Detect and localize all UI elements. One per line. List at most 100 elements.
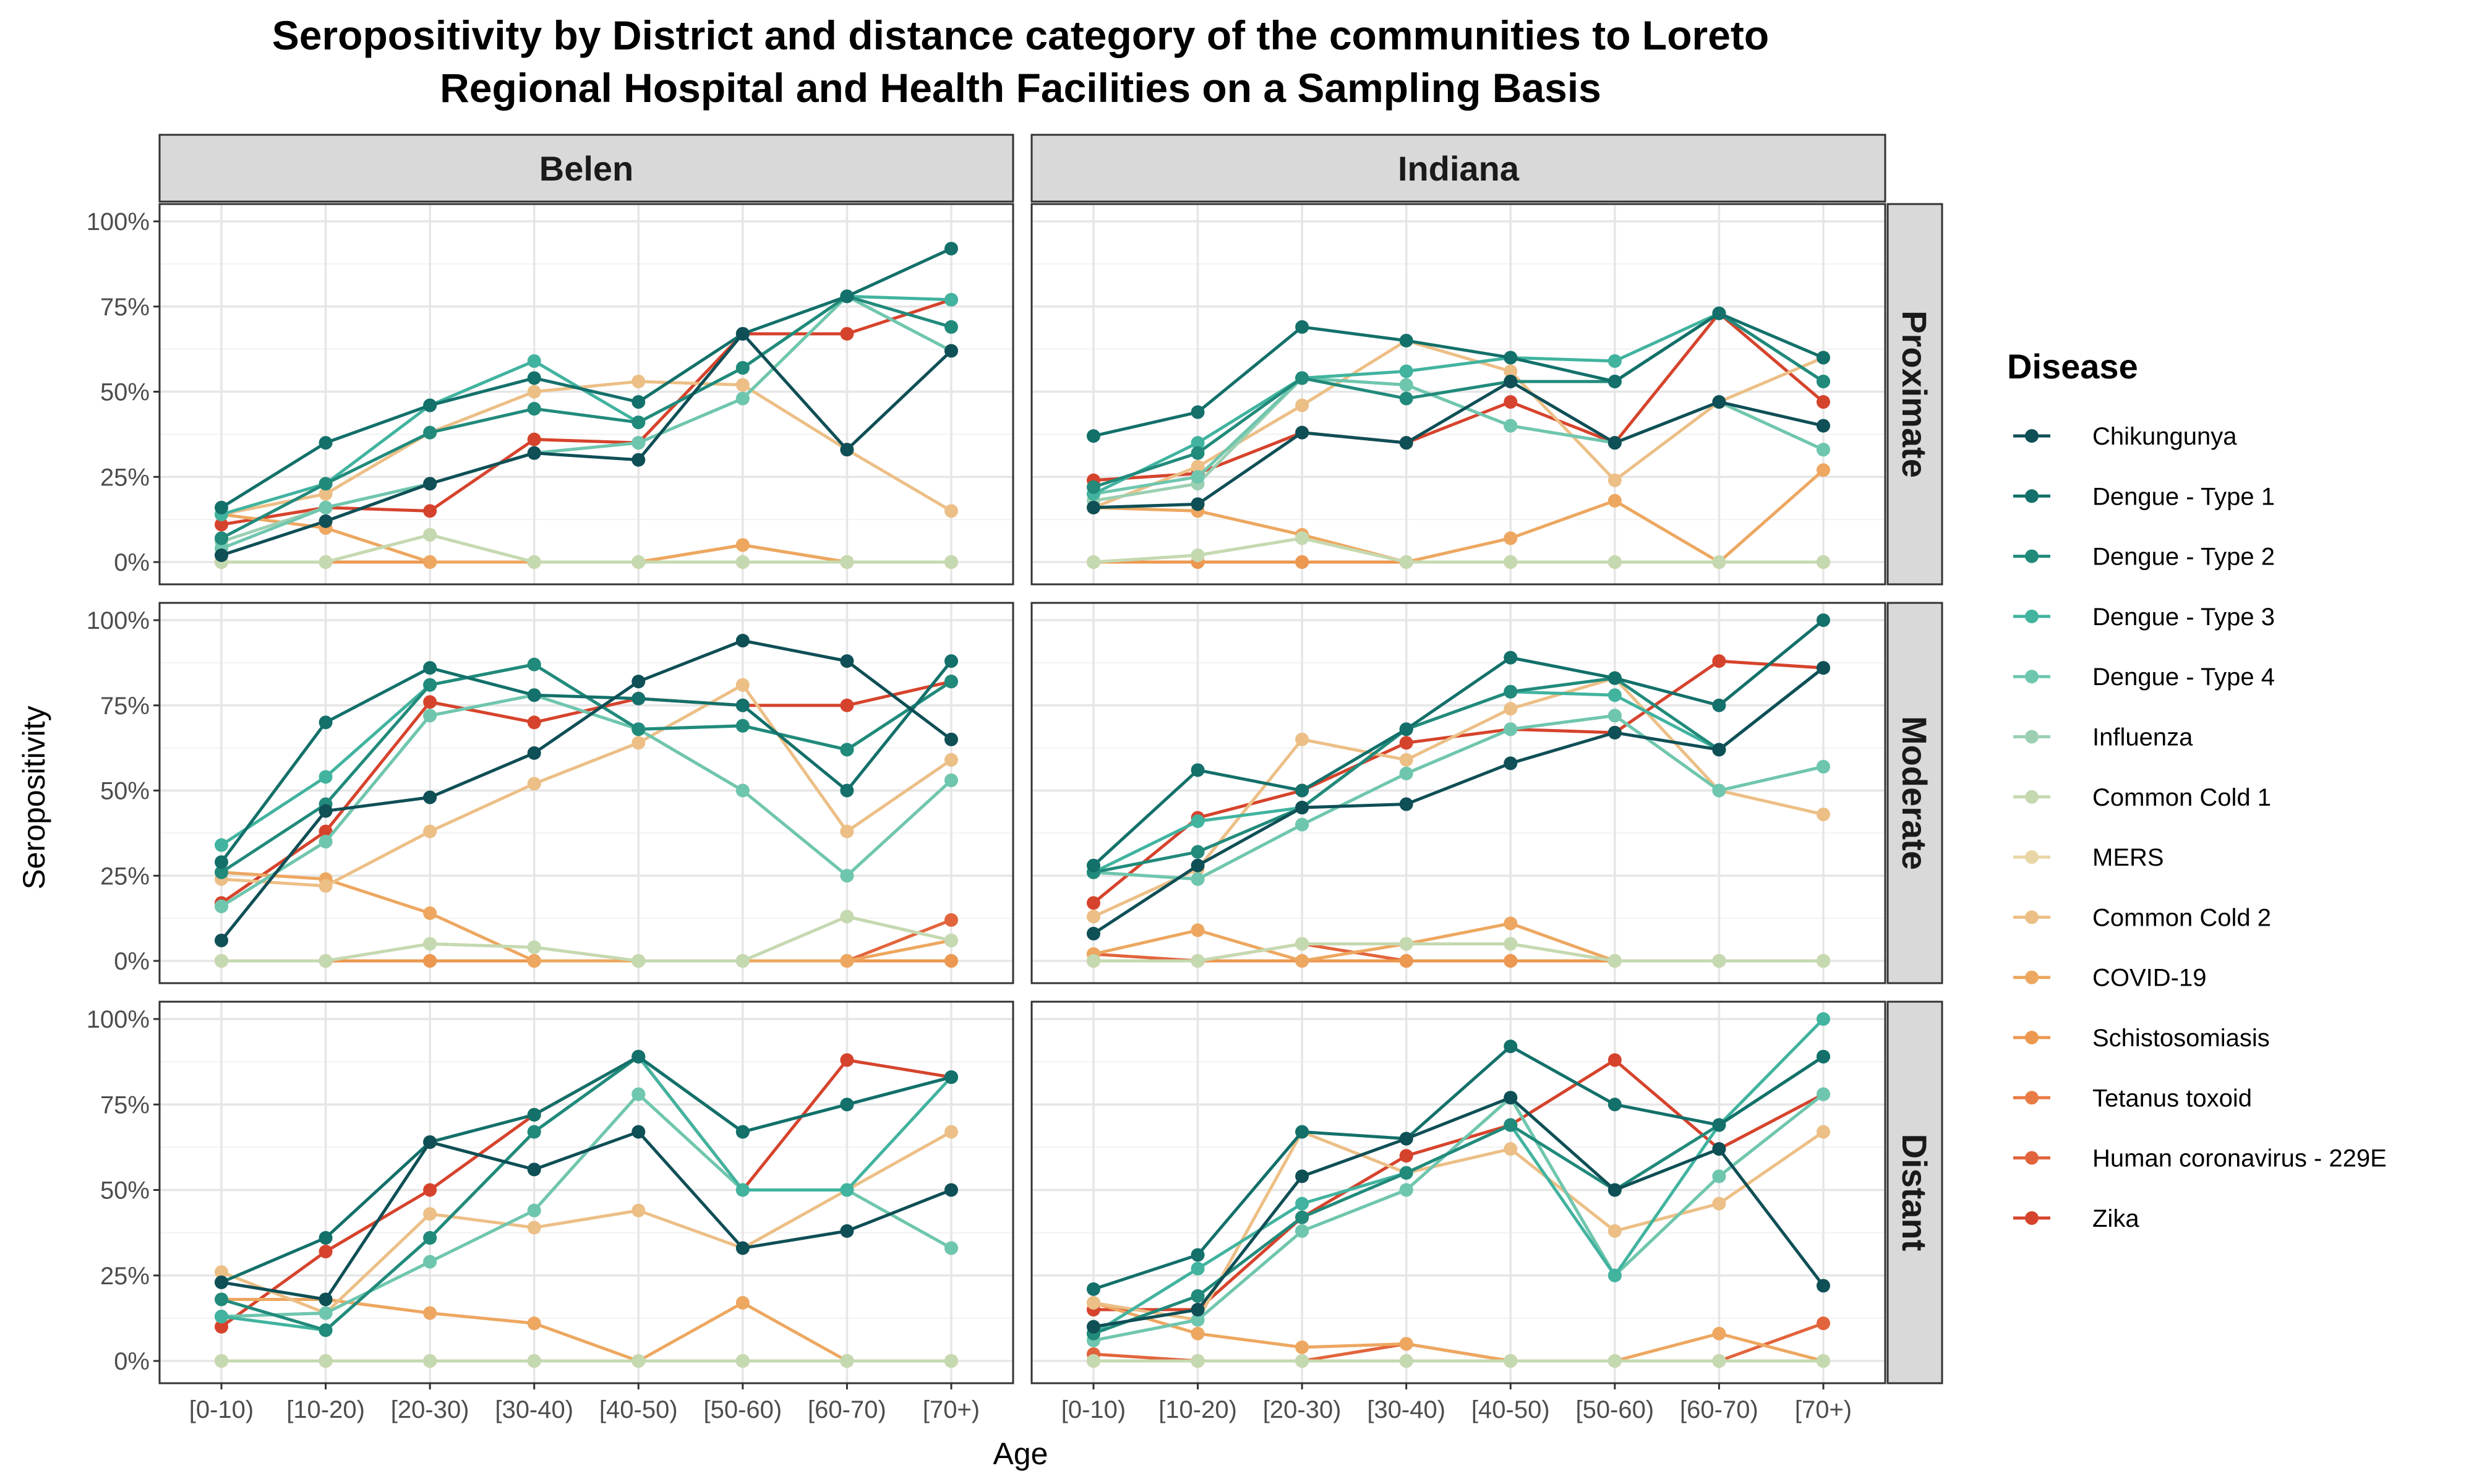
- data-point-chikungunya: [1295, 1169, 1309, 1183]
- data-point-zika: [1399, 736, 1413, 750]
- data-point-zika: [840, 698, 854, 712]
- data-point-dengue-type-2: [1399, 391, 1413, 406]
- series-line-common-cold-2: [221, 1130, 952, 1315]
- data-point-chikungunya: [944, 732, 958, 746]
- data-point-common-cold-2: [1607, 473, 1622, 487]
- data-point-common-cold-2: [527, 385, 541, 399]
- data-point-covid-19: [1399, 1337, 1413, 1351]
- data-point-dengue-type-3: [1191, 814, 1205, 829]
- strip-label-belen: Belen: [539, 149, 634, 188]
- legend-label: Tetanus toxoid: [2092, 1085, 2252, 1112]
- data-point-dengue-type-2: [735, 360, 750, 375]
- legend-label: Common Cold 2: [2092, 904, 2271, 931]
- data-point-dengue-type-3: [215, 838, 228, 852]
- data-point-common-cold-1: [1191, 548, 1205, 562]
- data-point-common-cold-1: [423, 527, 437, 542]
- data-point-common-cold-2: [1607, 1224, 1622, 1238]
- data-point-zika: [527, 715, 541, 730]
- series-line-common-cold-1: [1094, 942, 1823, 963]
- data-point-common-cold-1: [840, 910, 854, 924]
- data-point-common-cold-1: [1504, 555, 1518, 569]
- data-point-chikungunya: [1607, 1183, 1622, 1197]
- data-point-dengue-type-1: [840, 783, 854, 798]
- series-line-covid-19: [1093, 469, 1825, 564]
- data-point-dengue-type-2: [1191, 446, 1205, 460]
- legend-label: Dengue - Type 1: [2092, 483, 2275, 510]
- data-point-chikungunya: [1817, 661, 1830, 675]
- data-point-chikungunya: [1504, 1091, 1518, 1105]
- data-point-chikungunya: [423, 477, 437, 491]
- data-point-zika: [1399, 1149, 1413, 1163]
- data-point-dengue-type-2: [527, 1125, 541, 1139]
- data-point-dengue-type-1: [1191, 1248, 1205, 1262]
- data-point-schistosomiasis: [1504, 954, 1518, 968]
- x-tick-label: [40-50): [1471, 1396, 1550, 1423]
- series-line-common-cold-1: [221, 533, 951, 564]
- data-point-common-cold-1: [1504, 1354, 1518, 1368]
- panel-belen-proximate: 0% 25% 50% 75% 100%: [87, 203, 1014, 586]
- data-point-covid-19: [1191, 1326, 1205, 1341]
- data-point-chikungunya: [840, 1224, 854, 1238]
- data-point-zika: [1607, 1053, 1622, 1067]
- data-point-dengue-type-1: [1295, 320, 1309, 334]
- data-point-dengue-type-2: [1504, 684, 1518, 699]
- data-point-dengue-type-3: [1817, 1012, 1830, 1026]
- series-line-dengue-type-1: [221, 1055, 952, 1284]
- data-point-dengue-type-2: [423, 425, 437, 440]
- data-point-chikungunya: [631, 453, 646, 467]
- data-point-dengue-type-1: [215, 855, 228, 869]
- data-point-zika: [1504, 395, 1518, 409]
- y-tick-label: 100%: [87, 1006, 150, 1033]
- data-point-chikungunya: [1399, 1132, 1413, 1146]
- y-tick-label: 50%: [100, 778, 150, 805]
- data-point-covid-19: [735, 538, 750, 552]
- data-point-chikungunya: [1399, 797, 1413, 811]
- data-point-dengue-type-4: [319, 835, 333, 849]
- data-point-common-cold-1: [1191, 1354, 1205, 1368]
- series-line-dengue-type-1: [1093, 312, 1824, 438]
- data-point-chikungunya: [319, 804, 333, 818]
- data-point-dengue-type-1: [631, 691, 646, 706]
- data-point-chikungunya: [527, 1162, 541, 1177]
- series-line-covid-19: [221, 871, 952, 963]
- series-line-common-cold-1: [1093, 536, 1823, 564]
- data-point-common-cold-2: [1504, 1142, 1518, 1156]
- data-point-dengue-type-2: [319, 477, 333, 491]
- data-point-dengue-type-2: [1191, 845, 1205, 859]
- data-point-schistosomiasis: [1399, 954, 1413, 968]
- data-point-zika: [527, 432, 541, 446]
- data-point-chikungunya: [1399, 436, 1413, 450]
- data-point-dengue-type-2: [944, 675, 958, 689]
- data-point-dengue-type-2: [840, 743, 854, 757]
- data-point-dengue-type-1: [1087, 858, 1100, 872]
- y-tick-label: 100%: [87, 208, 150, 236]
- data-point-common-cold-1: [1817, 1354, 1830, 1368]
- data-point-common-cold-2: [1817, 808, 1830, 822]
- y-axis-title: Seropositivity: [17, 706, 51, 889]
- x-tick-label: [60-70): [1680, 1396, 1758, 1423]
- series-line-common-cold-1: [221, 915, 952, 963]
- legend-item-tetanus-toxoid: Tetanus toxoid: [2013, 1085, 2252, 1112]
- data-point-dengue-type-1: [1817, 1049, 1830, 1064]
- strip-label-moderate: Moderate: [1895, 716, 1934, 870]
- data-point-covid-19: [1295, 954, 1309, 968]
- data-point-common-cold-1: [1607, 1354, 1622, 1368]
- data-point-dengue-type-4: [944, 773, 958, 787]
- data-point-common-cold-1: [631, 555, 646, 569]
- legend-label: Zika: [2092, 1205, 2139, 1232]
- data-point-dengue-type-4: [735, 783, 750, 798]
- data-point-dengue-type-4: [1712, 783, 1726, 798]
- data-point-dengue-type-1: [1712, 306, 1726, 320]
- strip-indiana: Indiana: [1030, 134, 1886, 203]
- legend-label: Chikungunya: [2092, 423, 2237, 450]
- data-point-chikungunya: [215, 933, 228, 947]
- y-tick-label: 0%: [114, 549, 150, 576]
- data-point-chikungunya: [735, 634, 750, 648]
- data-point-common-cold-2: [735, 378, 750, 392]
- data-point-covid-19: [423, 906, 437, 920]
- y-tick-label: 25%: [100, 863, 150, 890]
- data-point-dengue-type-2: [944, 320, 958, 334]
- data-point-covid-19: [735, 1295, 750, 1310]
- strip-belen: Belen: [158, 134, 1014, 203]
- data-point-common-cold-1: [1399, 555, 1413, 569]
